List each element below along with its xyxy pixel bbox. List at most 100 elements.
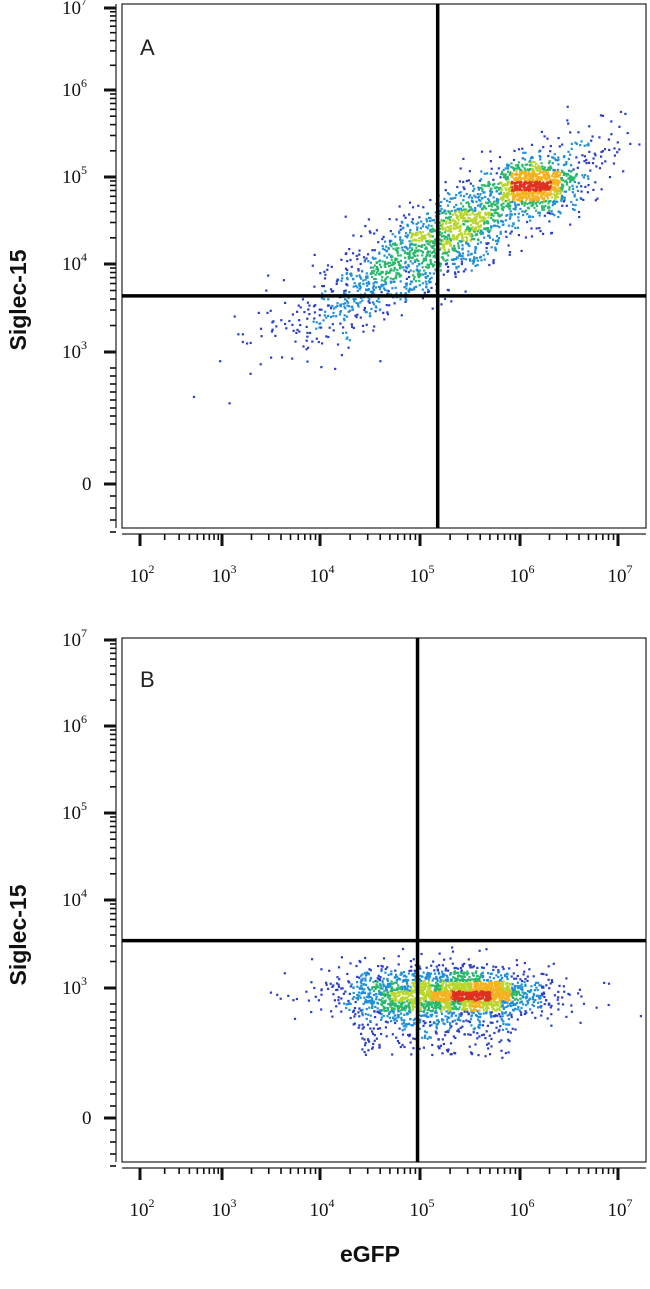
event-dot <box>570 177 573 180</box>
event-dot <box>424 280 427 283</box>
event-dot <box>480 150 484 153</box>
event-dot <box>553 157 556 160</box>
event-dot <box>362 282 365 286</box>
event-dot <box>382 977 385 980</box>
event-dot <box>504 973 507 976</box>
event-dot <box>459 191 462 194</box>
event-dot <box>504 176 507 179</box>
event-dot <box>460 202 463 205</box>
event-dot <box>348 291 351 294</box>
event-dot <box>591 162 595 165</box>
event-dot <box>580 185 583 188</box>
event-dot <box>573 180 576 184</box>
event-dot <box>324 273 327 276</box>
event-dot <box>381 997 384 1000</box>
event-dot <box>331 1015 334 1018</box>
event-dot <box>512 972 515 975</box>
event-dot <box>546 172 550 175</box>
event-dot <box>571 191 574 194</box>
event-dot <box>409 229 412 232</box>
event-dot <box>470 1005 473 1008</box>
event-dot <box>351 277 355 281</box>
event-dot <box>532 172 535 176</box>
event-dot <box>373 1039 376 1042</box>
event-dot <box>479 224 482 227</box>
event-dot <box>428 994 431 997</box>
event-dot <box>404 996 407 1000</box>
event-dot <box>509 994 512 997</box>
event-dot <box>520 183 523 186</box>
event-dot <box>478 187 481 190</box>
event-dot <box>493 203 496 206</box>
event-dot <box>492 178 495 181</box>
event-dot <box>514 176 517 179</box>
event-dot <box>350 265 353 268</box>
event-dot <box>404 260 407 263</box>
event-dot <box>497 214 500 217</box>
event-dot <box>469 1051 473 1054</box>
event-dot <box>466 211 469 214</box>
event-dot <box>495 991 498 994</box>
event-dot <box>404 235 407 238</box>
event-dot <box>410 220 413 223</box>
event-dot <box>486 172 489 175</box>
event-dot <box>470 196 473 199</box>
event-dot <box>454 212 457 215</box>
event-dot <box>296 310 299 313</box>
event-dot <box>403 250 406 253</box>
event-dot <box>325 335 328 338</box>
event-dot <box>410 248 413 251</box>
event-dot <box>465 241 468 245</box>
event-dot <box>320 993 323 996</box>
event-dot <box>306 301 309 304</box>
event-dot <box>357 1026 360 1029</box>
event-dot <box>378 1043 381 1046</box>
event-dot <box>540 201 543 204</box>
event-dot <box>466 201 470 204</box>
event-dot <box>399 280 402 283</box>
event-dot <box>483 227 486 230</box>
event-dot <box>427 986 430 989</box>
event-dot <box>494 992 497 995</box>
event-dot <box>522 1003 525 1006</box>
event-dot <box>441 225 444 228</box>
event-dot <box>477 188 480 191</box>
event-dot <box>399 978 402 981</box>
event-dot <box>291 323 294 326</box>
event-dot <box>343 319 346 322</box>
event-dot <box>353 1022 356 1025</box>
event-dot <box>363 260 366 263</box>
event-dot <box>542 232 545 235</box>
event-dot <box>462 220 465 223</box>
event-dot <box>394 243 397 246</box>
event-dot <box>434 268 437 271</box>
event-dot <box>501 1019 504 1022</box>
event-dot <box>509 187 512 191</box>
event-dot <box>348 1001 351 1004</box>
event-dot <box>404 1023 407 1026</box>
event-dot <box>513 984 517 988</box>
event-dot <box>485 221 488 224</box>
event-dot <box>397 994 400 997</box>
event-dot <box>456 1002 459 1005</box>
event-dot <box>478 997 481 1000</box>
event-dot <box>550 199 553 203</box>
event-dot <box>514 167 517 170</box>
event-dot <box>450 1006 453 1009</box>
event-dot <box>478 195 481 198</box>
event-dot <box>407 271 410 274</box>
event-dot <box>395 995 398 998</box>
event-dot <box>416 269 419 272</box>
event-dot <box>549 166 552 169</box>
event-dot <box>342 326 345 329</box>
event-dot <box>393 1014 397 1017</box>
event-dot <box>364 998 367 1001</box>
event-dot <box>450 1025 453 1028</box>
event-dot <box>382 1014 385 1018</box>
event-dot <box>457 1000 460 1003</box>
event-dot <box>386 289 389 292</box>
event-dot <box>470 1011 473 1014</box>
event-dot <box>477 186 480 189</box>
event-dot <box>497 237 501 240</box>
event-dot <box>459 1003 462 1006</box>
